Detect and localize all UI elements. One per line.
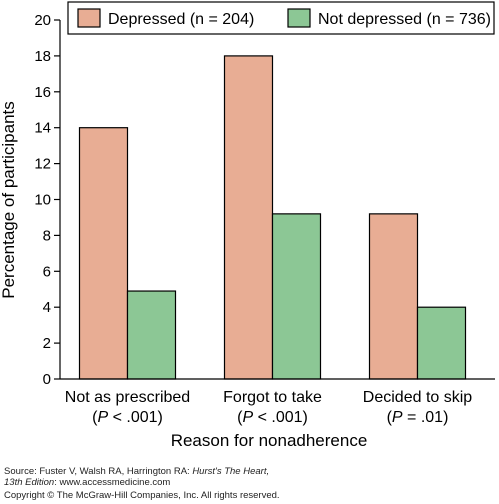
bar-depressed-1	[223, 55, 274, 380]
legend-label-1: Not depressed (n = 736)	[318, 11, 491, 28]
legend-label-0: Depressed (n = 204)	[108, 11, 254, 28]
x-category-label: Not as prescribed	[65, 389, 190, 406]
copyright-text: Copyright © The McGraw-Hill Companies, I…	[4, 490, 280, 501]
y-tick-label: 2	[43, 335, 51, 352]
y-tick-label: 8	[43, 227, 51, 244]
y-tick-label: 18	[34, 48, 51, 65]
p-value-prefix: (	[387, 409, 393, 426]
y-tick-label: 0	[43, 371, 51, 388]
bar-depressed-0	[78, 127, 129, 380]
x-axis: Not as prescribed(P < .001)Forgot to tak…	[60, 378, 495, 426]
source-citation-line2: 13th Edition: www.accessmedicine.com	[4, 477, 170, 488]
y-tick-label: 12	[34, 156, 51, 173]
source-title-line1: Hurst's The Heart,	[192, 466, 270, 477]
p-value-var: P	[392, 409, 403, 426]
bar-not-depressed-2	[416, 306, 467, 380]
x-category-label: Decided to skip	[363, 389, 472, 406]
bar-depressed-2	[368, 213, 419, 380]
p-value-op: <	[108, 409, 126, 426]
p-value-suffix: )	[303, 409, 308, 426]
y-tick-label: 4	[43, 299, 51, 316]
bar-not-depressed-1	[271, 213, 322, 380]
y-axis: 0 2 4 6 8 10 12 14 16 18 20	[34, 12, 61, 388]
p-value-suffix: )	[443, 409, 448, 426]
y-tick-label: 16	[34, 84, 51, 101]
copyright: Copyright © The McGraw-Hill Companies, I…	[4, 490, 280, 501]
bars	[78, 55, 467, 380]
x-category-label: Forgot to take	[223, 389, 322, 406]
source-title-line2: 13th Edition	[4, 477, 55, 488]
y-tick-label: 14	[34, 120, 51, 137]
p-value-value: .001	[271, 409, 302, 426]
p-value-op: =	[403, 409, 421, 426]
p-value-op: <	[253, 409, 271, 426]
legend-box	[67, 1, 495, 35]
x-axis-title: Reason for nonadherence	[171, 431, 368, 450]
p-value-value: .01	[421, 409, 443, 426]
p-value-prefix: (	[92, 409, 98, 426]
y-tick-label: 6	[43, 263, 51, 280]
legend: Depressed (n = 204) Not depressed (n = 73…	[67, 1, 495, 35]
source-prefix: Source: Fuster V, Walsh RA, Harrington R…	[4, 466, 193, 477]
source-suffix: : www.accessmedicine.com	[54, 477, 171, 488]
p-value-value: .001	[126, 409, 157, 426]
bar-not-depressed-0	[126, 290, 177, 380]
source-citation: Source: Fuster V, Walsh RA, Harrington R…	[4, 466, 269, 477]
legend-swatch-1	[287, 8, 311, 28]
x-category-p-value: (P = .01)	[387, 409, 449, 426]
x-category-p-value: (P < .001)	[92, 409, 163, 426]
x-category-p-value: (P < .001)	[237, 409, 308, 426]
y-tick-label: 10	[34, 192, 51, 209]
legend-swatch-0	[77, 8, 101, 28]
p-value-prefix: (	[237, 409, 243, 426]
p-value-var: P	[97, 409, 108, 426]
bar-chart: 0 2 4 6 8 10 12 14 16 18 20 Not as prescribed (P < …	[0, 1, 495, 450]
y-axis-title: Percentage of participants	[0, 101, 18, 299]
p-value-var: P	[242, 409, 253, 426]
y-tick-label: 20	[34, 12, 51, 29]
p-value-suffix: )	[158, 409, 163, 426]
